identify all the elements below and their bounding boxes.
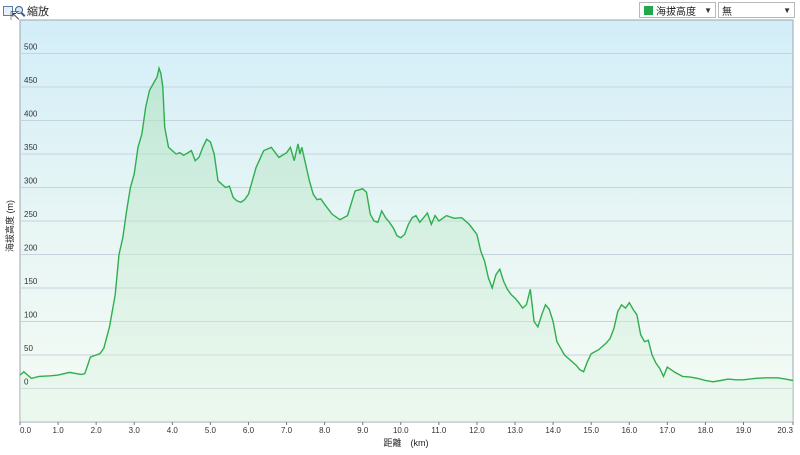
x-tick-label: 9.0 bbox=[357, 426, 369, 435]
x-tick-label: 18.0 bbox=[698, 426, 714, 435]
zoom-icon[interactable] bbox=[15, 6, 25, 16]
x-tick-label: 14.0 bbox=[545, 426, 561, 435]
y-tick-label: 500 bbox=[24, 43, 38, 52]
x-tick-label: 11.0 bbox=[431, 426, 447, 435]
x-axis-label: 距離 (km) bbox=[384, 437, 429, 448]
x-tick-label: 3.0 bbox=[129, 426, 141, 435]
secondary-dropdown-value: 無 bbox=[722, 6, 732, 18]
x-tick-label: 8.0 bbox=[319, 426, 331, 435]
x-tick-label: 6.0 bbox=[243, 426, 255, 435]
y-tick-label: 0 bbox=[24, 378, 29, 387]
y-tick-label: 50 bbox=[24, 344, 33, 353]
y-tick-labels: 0 50 100 150 200 250 300 350 400 450 500 bbox=[24, 43, 38, 387]
x-tick-label: 10.0 bbox=[393, 426, 409, 435]
y-tick-label: 300 bbox=[24, 177, 38, 186]
y-tick-label: 350 bbox=[24, 143, 38, 152]
x-tick-label: 16.0 bbox=[621, 426, 637, 435]
x-tick-label: 1.0 bbox=[53, 426, 65, 435]
y-tick-label: 450 bbox=[24, 76, 38, 85]
x-tick-label: 15.0 bbox=[583, 426, 599, 435]
x-tick-label: 7.0 bbox=[281, 426, 293, 435]
x-tick-label: 20.3 bbox=[777, 426, 793, 435]
toolbar-left: 縮放 bbox=[3, 3, 49, 19]
zoom-label[interactable]: 縮放 bbox=[27, 6, 49, 18]
y-tick-label: 150 bbox=[24, 277, 38, 286]
elevation-line bbox=[19, 65, 794, 383]
x-tick-label: 0.0 bbox=[20, 426, 32, 435]
series-color-swatch bbox=[644, 5, 653, 15]
secondary-dropdown[interactable]: 無 ▼ bbox=[718, 2, 795, 18]
x-tick-label: 12.0 bbox=[469, 426, 485, 435]
x-tick-label: 2.0 bbox=[91, 426, 103, 435]
y-tick-label: 250 bbox=[24, 210, 38, 219]
x-tick-label: 4.0 bbox=[167, 426, 179, 435]
x-tick-label: 19.0 bbox=[736, 426, 752, 435]
x-tick-label: 13.0 bbox=[507, 426, 523, 435]
y-tick-label: 400 bbox=[24, 110, 38, 119]
x-tick-label: 17.0 bbox=[660, 426, 676, 435]
series-dropdown-value: 海拔高度 bbox=[656, 6, 696, 18]
y-axis-label: 海拔高度 (m) bbox=[4, 200, 15, 252]
elevation-area bbox=[20, 68, 793, 422]
y-tick-label: 100 bbox=[24, 311, 38, 320]
y-tick-label: 200 bbox=[24, 244, 38, 253]
series-dropdown[interactable]: 海拔高度 ▼ bbox=[639, 2, 716, 18]
chevron-down-icon: ▼ bbox=[704, 6, 712, 15]
chevron-down-icon: ▼ bbox=[783, 6, 791, 15]
x-tick-label: 5.0 bbox=[205, 426, 217, 435]
mouse-cursor-icon: ⇱ bbox=[10, 9, 21, 23]
select-box-icon[interactable] bbox=[3, 6, 13, 16]
x-tick-labels: 0.0 1.0 2.0 3.0 4.0 5.0 6.0 7.0 8.0 9.0 10.0 11.0 12… bbox=[19, 422, 794, 435]
